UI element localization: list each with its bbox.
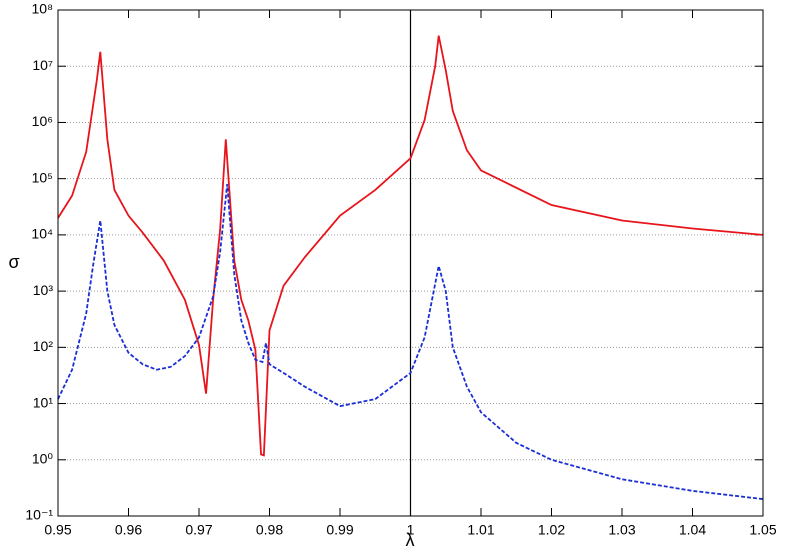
x-tick-label: 0.98 — [256, 522, 283, 538]
y-tick-label: 10⁶ — [32, 113, 53, 129]
series-line — [57, 35, 764, 457]
x-tick-label: 0.99 — [326, 522, 353, 538]
x-tick-label: 1.01 — [467, 522, 494, 538]
y-tick-label: 10² — [33, 338, 54, 354]
y-tick-label: 10⁵ — [32, 169, 53, 185]
x-tick-label: 0.96 — [115, 522, 142, 538]
x-tick-label: 1.04 — [679, 522, 706, 538]
x-tick-label: 0.95 — [44, 522, 71, 538]
x-tick-label: 1.02 — [538, 522, 565, 538]
plot-frame — [57, 9, 764, 517]
y-tick-label: 10¹ — [33, 394, 54, 410]
y-tick-label: 10⁴ — [31, 226, 53, 242]
y-tick-label: 10⁷ — [32, 57, 53, 73]
x-tick-label: 1 — [407, 522, 415, 538]
y-tick-label: 10⁻¹ — [25, 507, 53, 523]
x-axis-label: λ — [406, 530, 415, 550]
x-tick-label: 0.97 — [185, 522, 212, 538]
y-axis-label: σ — [8, 252, 19, 272]
y-tick-label: 10⁰ — [32, 450, 54, 466]
x-tick-label: 1.05 — [749, 522, 776, 538]
x-tick-label: 1.03 — [608, 522, 635, 538]
series-line — [57, 184, 764, 500]
y-tick-label: 10³ — [33, 282, 54, 298]
y-tick-label: 10⁸ — [32, 1, 54, 17]
